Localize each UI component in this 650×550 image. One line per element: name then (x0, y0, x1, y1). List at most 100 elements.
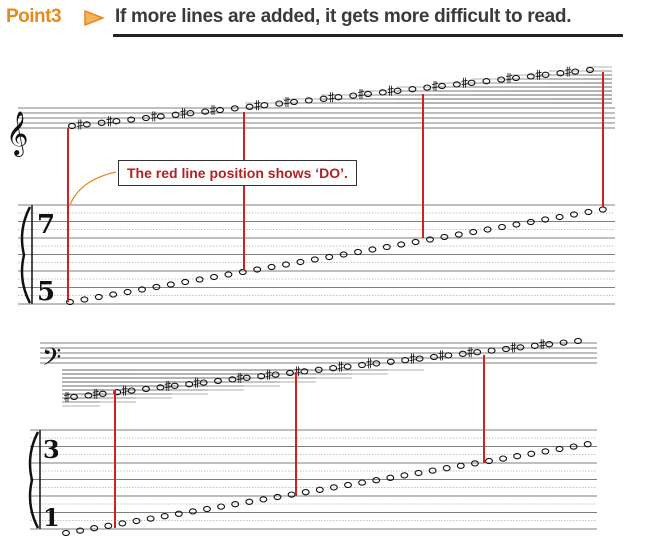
tab-note (499, 455, 508, 462)
sharp-sign (535, 69, 542, 80)
treble-clef-icon: 𝄞 (6, 111, 28, 157)
tab-note (76, 527, 85, 534)
tab-number-bottom: 5 (37, 277, 55, 307)
bass-note (401, 357, 410, 364)
sharp-sign (467, 347, 474, 358)
sharp-sign (180, 108, 187, 119)
callout-box: The red line position shows ‘DO’. (118, 160, 357, 186)
bass-note (530, 342, 539, 349)
sharp-sign (150, 111, 157, 122)
tab-note (483, 226, 492, 233)
tab-note (181, 278, 190, 286)
bass-note (458, 350, 467, 357)
headline-underline (113, 34, 623, 37)
tab-note (146, 515, 155, 522)
tab-note (541, 448, 550, 455)
sharp-sign (431, 81, 439, 91)
sharp-sign (505, 73, 513, 83)
tab-note (80, 296, 89, 303)
sharp-sign (76, 119, 83, 130)
tab-note (339, 251, 348, 258)
tab-note (245, 498, 254, 505)
treble-note (526, 73, 535, 80)
bass-note (314, 366, 323, 373)
bass-note (228, 376, 237, 383)
tab-note (454, 231, 463, 238)
sharp-sign (63, 392, 71, 402)
tab-note (210, 273, 218, 281)
tab-note (354, 248, 362, 256)
tab-note (315, 486, 324, 493)
tab-note (325, 253, 334, 261)
treble-note (438, 82, 446, 90)
bass-note (257, 373, 266, 380)
tab-note (160, 513, 169, 520)
headline: If more lines are added, it gets more di… (115, 6, 572, 27)
tab-note (238, 268, 247, 276)
arrow-right-icon (84, 9, 105, 27)
tab-note (273, 493, 282, 501)
tab-note (123, 288, 132, 296)
bass-note (170, 382, 179, 389)
tab-note (555, 213, 564, 221)
tab-note (570, 211, 578, 218)
tab-note (301, 489, 310, 496)
treble-note (334, 94, 343, 101)
bass-note (142, 385, 150, 393)
tab-note (583, 441, 592, 448)
tab-note (90, 525, 99, 532)
tab-note (259, 496, 268, 503)
treble-note (541, 71, 550, 78)
tab-note (132, 517, 141, 525)
treble-note (393, 87, 402, 94)
tab-note (310, 256, 319, 263)
tab-note (358, 479, 367, 486)
treble-note (349, 92, 358, 99)
sharp-sign (106, 116, 113, 127)
sharp-sign (337, 361, 344, 372)
tab-note (118, 520, 127, 527)
treble-note (378, 89, 387, 96)
treble-note (260, 102, 269, 109)
sharp-sign (254, 100, 261, 111)
tab-number-bottom: 1 (43, 503, 60, 532)
sharp-sign (409, 353, 416, 364)
tab-note (109, 291, 118, 298)
treble-note (275, 100, 284, 107)
tab-note (138, 286, 146, 293)
bass-note (574, 337, 582, 345)
sharp-sign (461, 77, 468, 88)
tab-note (470, 460, 479, 467)
tab-note (411, 238, 420, 246)
tab-note (344, 481, 352, 489)
treble-note (186, 110, 195, 117)
tab-note (217, 503, 226, 510)
tab-note (195, 276, 204, 283)
bass-note (343, 363, 352, 370)
treble-note (68, 122, 76, 130)
bass-note (372, 360, 381, 367)
bass-note (300, 368, 309, 375)
point-label: Point3 (6, 6, 62, 27)
treble-note (127, 116, 136, 123)
tab-note (62, 529, 70, 537)
bass-note (502, 345, 510, 353)
bass-note (113, 389, 122, 396)
tab-number-top: 7 (37, 210, 55, 240)
sharp-sign (164, 380, 171, 391)
treble-note (216, 106, 224, 114)
tab-note (296, 258, 305, 266)
tab-note (372, 477, 381, 484)
bass-note (487, 347, 496, 354)
sharp-sign (387, 85, 394, 96)
bass-note (415, 355, 424, 362)
bass-note (185, 381, 194, 388)
tab-note (456, 462, 465, 469)
brace-icon (20, 206, 32, 304)
bass-note (559, 339, 568, 346)
tab-note (329, 484, 338, 491)
tab-note (368, 246, 377, 253)
sharp-sign (236, 372, 243, 383)
treble-note (423, 84, 432, 91)
treble-note (290, 98, 298, 106)
